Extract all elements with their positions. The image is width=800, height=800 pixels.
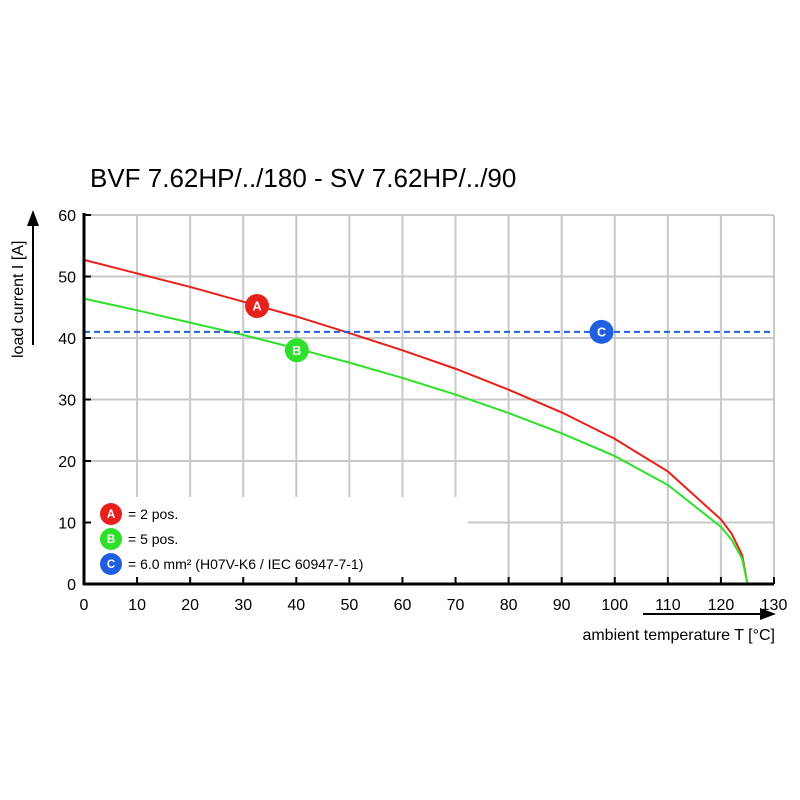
marker-c-label: C: [597, 325, 606, 339]
series-line-a: [83, 258, 749, 585]
y-axis-label: load current I [A]: [10, 241, 27, 358]
x-tick-label: 100: [601, 597, 628, 614]
marker-b-label: B: [292, 344, 301, 358]
x-tick-label: 80: [500, 597, 518, 614]
y-tick-label: 20: [58, 454, 76, 471]
markers: A B C: [245, 294, 614, 363]
x-tick-label: 120: [708, 597, 735, 614]
x-tick-label: 60: [394, 597, 412, 614]
series-layer: [83, 258, 774, 585]
legend-badge-b: [100, 528, 122, 550]
marker-a: [245, 294, 270, 319]
axes: 0 10 20 30 40 50 60 70 80 90 100 110 120 130 0 10 20 30 40…: [58, 208, 787, 614]
x-tick-label: 130: [761, 597, 788, 614]
y-tick-label: 60: [58, 208, 76, 225]
x-tick-label: 70: [447, 597, 465, 614]
x-tick-label: 90: [553, 597, 571, 614]
legend-badge-a-label: A: [107, 509, 116, 521]
legend: A = 2 pos. B = 5 pos. C = 6.0 mm² (H07V-K6 / …: [100, 503, 363, 575]
marker-a-label: A: [252, 300, 261, 314]
x-tick-label: 50: [340, 597, 358, 614]
y-arrow-head: [27, 210, 39, 226]
y-tick-label: 40: [58, 331, 76, 348]
y-tick-label: 50: [58, 270, 76, 287]
x-tick-label: 30: [234, 597, 252, 614]
legend-badge-b-label: B: [107, 534, 115, 546]
x-tick-label: 0: [80, 597, 89, 614]
x-tick-label: 10: [128, 597, 146, 614]
chart-title: BVF 7.62HP/../180 - SV 7.62HP/../90: [90, 163, 516, 193]
legend-text-b: = 5 pos.: [128, 531, 178, 547]
legend-text-a: = 2 pos.: [128, 506, 178, 522]
series-line-b: [83, 297, 749, 585]
y-tick-label: 0: [67, 577, 76, 594]
legend-badge-c: [100, 553, 122, 575]
x-arrow-head: [760, 608, 776, 620]
x-tick-label: 40: [287, 597, 305, 614]
legend-badge-a: [100, 503, 122, 525]
marker-c: [589, 319, 614, 344]
legend-box: [85, 497, 468, 583]
x-tick-label: 20: [181, 597, 199, 614]
legend-badge-c-label: C: [107, 559, 116, 571]
marker-b: [284, 338, 309, 363]
y-tick-label: 10: [58, 516, 76, 533]
y-tick-label: 30: [58, 393, 76, 410]
x-tick-label: 110: [655, 597, 681, 614]
x-axis-label: ambient temperature T [°C]: [582, 627, 775, 644]
legend-text-c: = 6.0 mm² (H07V-K6 / IEC 60947-7-1): [128, 556, 363, 572]
